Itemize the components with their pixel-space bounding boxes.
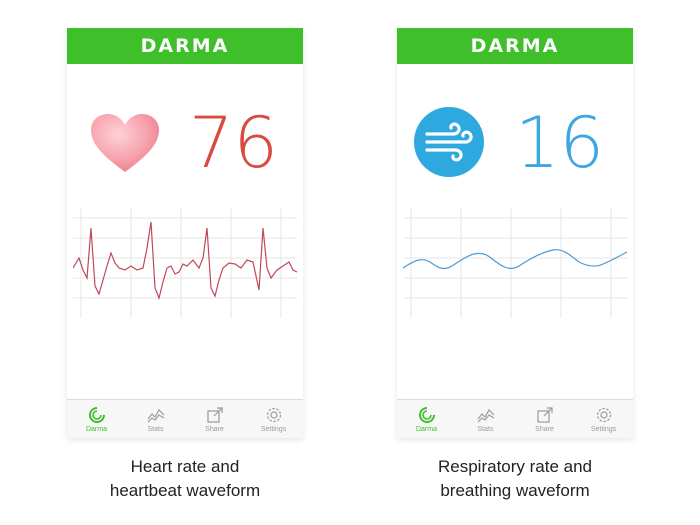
share-icon bbox=[206, 406, 223, 423]
tab-label: Share bbox=[535, 425, 554, 433]
tab-bar: Darma Stats Share Settings bbox=[397, 399, 633, 438]
darma-logo-icon bbox=[418, 406, 435, 423]
tab-darma[interactable]: Darma bbox=[397, 400, 456, 438]
tab-share[interactable]: Share bbox=[185, 400, 244, 438]
respiratory-rate-value: 16 bbox=[515, 102, 605, 184]
heart-icon bbox=[91, 114, 159, 172]
gear-icon bbox=[596, 407, 611, 422]
tab-label: Settings bbox=[260, 425, 287, 433]
tab-stats[interactable]: Stats bbox=[456, 400, 515, 438]
brand-logo: DARMA bbox=[140, 35, 230, 57]
tab-label: Settings bbox=[590, 425, 617, 433]
tab-label: Stats bbox=[147, 425, 164, 433]
tab-label: Stats bbox=[477, 425, 494, 433]
breathing-waveform bbox=[403, 208, 627, 318]
tab-darma[interactable]: Darma bbox=[67, 400, 126, 438]
heart-caption: Heart rate and heartbeat waveform bbox=[67, 455, 303, 503]
tab-label: Darma bbox=[85, 425, 107, 433]
tab-bar: Darma Stats Share Settings bbox=[67, 399, 303, 438]
tab-label: Darma bbox=[415, 425, 437, 433]
share-icon bbox=[536, 406, 553, 423]
breath-caption: Respiratory rate and breathing waveform bbox=[397, 455, 633, 503]
stats-chart-icon bbox=[477, 408, 494, 422]
tab-settings[interactable]: Settings bbox=[244, 400, 303, 438]
header-bar: DARMA bbox=[67, 28, 303, 64]
tab-label: Share bbox=[205, 425, 224, 433]
caption-line: heartbeat waveform bbox=[109, 481, 261, 500]
tab-settings[interactable]: Settings bbox=[574, 400, 633, 438]
header-bar: DARMA bbox=[397, 28, 633, 64]
brand-logo: DARMA bbox=[470, 35, 560, 57]
tab-stats[interactable]: Stats bbox=[126, 400, 185, 438]
stats-chart-icon bbox=[147, 408, 164, 422]
heart-rate-screen: DARMA 76 bbox=[67, 28, 303, 438]
respiratory-rate-screen: DARMA 16 Dar bbox=[397, 28, 633, 438]
heart-rate-value: 76 bbox=[189, 102, 279, 184]
wind-icon bbox=[414, 107, 484, 177]
heartbeat-waveform bbox=[73, 208, 297, 318]
caption-line: Heart rate and bbox=[130, 457, 240, 476]
gear-icon bbox=[266, 407, 281, 422]
darma-logo-icon bbox=[88, 406, 105, 423]
tab-share[interactable]: Share bbox=[515, 400, 574, 438]
caption-line: breathing waveform bbox=[440, 481, 590, 500]
caption-line: Respiratory rate and bbox=[437, 457, 593, 476]
